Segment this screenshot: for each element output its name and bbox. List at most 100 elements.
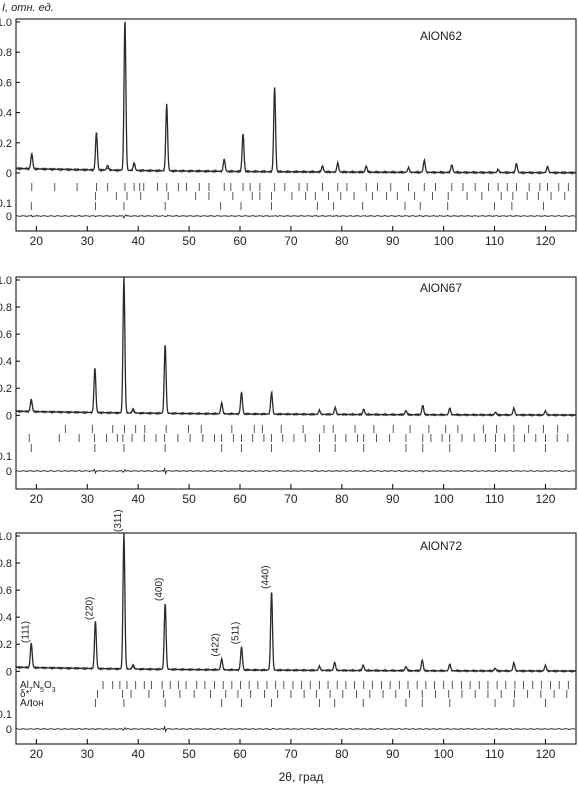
y-tick-label: 0.2: [0, 383, 12, 395]
peak-label: (440): [261, 565, 272, 588]
y-tick-label: 1.0: [0, 531, 12, 543]
peak-point: [270, 592, 273, 594]
sample-title: AlON67: [420, 281, 462, 295]
peak-label: (511): [231, 622, 242, 645]
peak-point: [449, 407, 451, 410]
peak-point: [407, 167, 410, 170]
phase-label: δ*: [20, 689, 30, 700]
x-tick-label: 90: [386, 747, 400, 761]
x-tick-label: 60: [233, 747, 247, 761]
peak-point: [95, 134, 98, 136]
peak-point: [133, 164, 135, 167]
y-tick-label: 0.6: [0, 585, 12, 597]
x-tick-label: 70: [284, 234, 298, 248]
peak-point: [421, 659, 423, 662]
x-tick-label: 30: [81, 492, 95, 506]
y-tick-label: 0.4: [0, 108, 12, 120]
peak-label: (311): [113, 509, 124, 532]
y-axis-title: I, отн. ед.: [2, 2, 54, 14]
x-tick-label: 70: [284, 492, 298, 506]
x-tick-label: 50: [182, 747, 196, 761]
difference-line: [15, 466, 576, 476]
y-tick-label: 1.0: [0, 17, 12, 29]
plot-frame: [15, 18, 577, 232]
peak-point: [30, 402, 32, 404]
peak-point: [31, 157, 33, 159]
x-tick-label: 80: [335, 492, 349, 506]
peak-point: [94, 370, 96, 372]
x-tick-label: 80: [335, 747, 349, 761]
x-tick-label: 60: [233, 492, 247, 506]
phase-label: Al7N5O3: [20, 680, 56, 694]
x-tick-label: 40: [132, 234, 146, 248]
pattern-line: [15, 277, 577, 418]
peak-point: [242, 134, 244, 136]
peak-point: [94, 623, 97, 625]
peak-point: [270, 393, 273, 395]
peak-point: [449, 663, 451, 666]
x-axis-title: 2θ, град: [279, 770, 324, 784]
peak-point: [423, 160, 425, 162]
peak-point: [132, 666, 134, 668]
x-tick-label: 120: [535, 492, 555, 506]
peak-point: [422, 405, 424, 407]
y-tick-label: 0.2: [0, 639, 12, 651]
y-tick-label: 0.4: [0, 612, 12, 624]
sample-title: AlON72: [420, 539, 462, 553]
sample-title: AlON62: [420, 29, 462, 43]
peak-point: [451, 164, 453, 167]
peak-point: [123, 279, 125, 281]
x-tick-label: 100: [434, 747, 454, 761]
peak-point: [223, 160, 225, 162]
peak-point: [221, 403, 223, 406]
x-tick-label: 70: [284, 747, 298, 761]
x-tick-label: 20: [30, 747, 44, 761]
peak-label: (400): [154, 578, 165, 601]
plot-frame: [15, 276, 577, 490]
peak-point: [166, 105, 168, 108]
panel-alon62: 1.00.80.60.40.200.1020304050607080901001…: [0, 17, 577, 248]
peak-label: (111): [20, 621, 31, 643]
x-tick-label: 100: [434, 492, 454, 506]
peak-point: [515, 163, 518, 165]
peak-point: [513, 662, 515, 664]
peak-point: [337, 163, 339, 165]
peak-point: [546, 166, 549, 168]
y-tick-label: 0.4: [0, 356, 12, 368]
peak-point: [494, 667, 496, 670]
peak-point: [240, 647, 243, 649]
peak-point: [363, 409, 365, 411]
diff-tick-label: 0.1: [0, 198, 12, 210]
x-tick-label: 110: [485, 492, 504, 506]
x-tick-label: 120: [535, 747, 555, 761]
peak-point: [405, 410, 407, 412]
panel-alon72: 1.0 0.8 0.6 0.4 0.2 0 0.1 0 20 30 40 50 60 70 80 90 100 1…: [0, 509, 577, 761]
x-tick-label: 80: [335, 234, 349, 248]
peak-point: [274, 87, 276, 90]
x-tick-label: 90: [386, 492, 400, 506]
x-tick-label: 30: [81, 234, 95, 248]
difference-line: [15, 725, 576, 733]
peak-point: [164, 604, 166, 606]
x-tick-label: 50: [182, 492, 196, 506]
peak-point: [132, 410, 134, 412]
x-tick-label: 30: [81, 747, 95, 761]
peak-point: [544, 665, 547, 667]
peak-point: [513, 407, 515, 410]
x-tick-label: 50: [182, 234, 196, 248]
y-tick-label: 1.0: [0, 275, 12, 287]
pattern-line: [15, 22, 577, 175]
y-tick-label: 0.8: [0, 47, 12, 59]
plot-frame: [15, 532, 577, 745]
peak-point: [365, 166, 367, 168]
peak-point: [362, 665, 364, 667]
x-tick-label: 20: [30, 234, 44, 248]
peak-point: [334, 662, 336, 664]
peak-point: [318, 410, 321, 412]
pattern-line: [15, 533, 577, 674]
peak-point: [30, 646, 32, 648]
y-tick-label: 0.8: [0, 558, 12, 570]
diff-tick-label: 0: [6, 211, 12, 223]
peak-point: [318, 666, 321, 668]
x-tick-label: 20: [30, 492, 44, 506]
